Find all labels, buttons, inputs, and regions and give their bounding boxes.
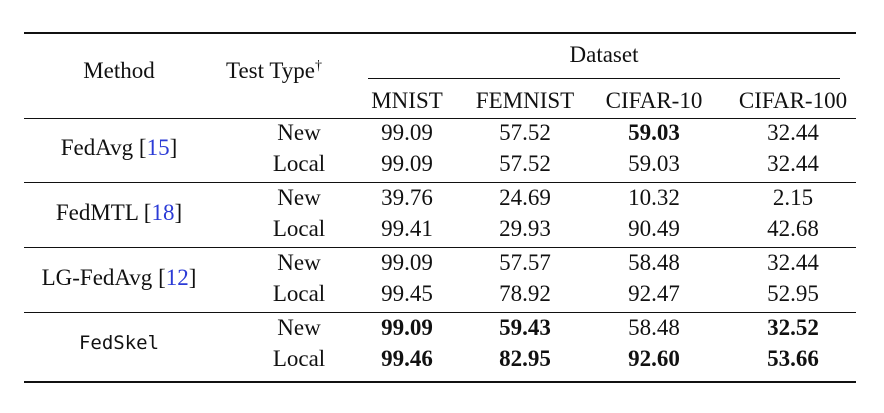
column-header: CIFAR-10 <box>605 88 703 113</box>
method-name: FedSkel <box>78 332 160 354</box>
method-label: FedMTL <box>55 200 139 225</box>
table-cell: 32.44 <box>767 151 819 176</box>
table-cell: 57.52 <box>499 120 551 145</box>
method-name: FedAvg [15] <box>60 135 178 160</box>
citation-link[interactable]: 12 <box>165 265 189 290</box>
table-cell: 58.48 <box>628 315 680 340</box>
method-name: FedMTL [18] <box>55 200 183 225</box>
test-type-header: Test Type† <box>209 56 339 86</box>
table-cell: 39.76 <box>381 185 433 210</box>
method-name: LG-FedAvg [12] <box>41 265 197 290</box>
test-type-cell: New <box>277 315 321 340</box>
test-type-cell: Local <box>272 346 326 371</box>
table-cell: 24.69 <box>499 185 551 210</box>
test-type-cell: New <box>277 185 321 210</box>
table-cell: 57.52 <box>499 151 551 176</box>
table-cell: 59.43 <box>499 315 551 340</box>
table-cell: 32.44 <box>767 250 819 275</box>
table-cell: 99.46 <box>381 346 433 371</box>
table-cell: 99.09 <box>381 315 433 340</box>
table-cell: 32.52 <box>767 315 819 340</box>
method-label: FedAvg <box>60 135 134 160</box>
group-rule <box>24 247 856 248</box>
dataset-header: Dataset <box>569 42 639 67</box>
table-cell: 32.44 <box>767 120 819 145</box>
test-type-header-label: Test Type <box>226 58 315 83</box>
table-cell: 53.66 <box>767 346 819 371</box>
table-cell: 99.09 <box>381 120 433 145</box>
table-cell: 29.93 <box>499 216 551 241</box>
column-header: MNIST <box>371 88 443 113</box>
test-type-cell: Local <box>272 151 326 176</box>
table-cell: 99.45 <box>381 281 433 306</box>
table-cell: 99.09 <box>381 250 433 275</box>
method-label: LG-FedAvg <box>41 265 153 290</box>
table-cell: 59.03 <box>628 120 680 145</box>
test-type-cell: New <box>277 250 321 275</box>
table-cell: 10.32 <box>628 185 680 210</box>
table-cell: 99.41 <box>381 216 433 241</box>
test-type-cell: New <box>277 120 321 145</box>
header-rule <box>24 118 856 119</box>
table-cell: 58.48 <box>628 250 680 275</box>
test-type-cell: Local <box>272 216 326 241</box>
column-header: CIFAR-100 <box>738 88 848 113</box>
dataset-rule <box>368 78 840 79</box>
citation-link[interactable]: 18 <box>151 200 175 225</box>
table-cell: 57.57 <box>499 250 551 275</box>
top-rule <box>24 32 856 34</box>
column-header: FEMNIST <box>475 88 575 113</box>
table-cell: 78.92 <box>499 281 551 306</box>
table-cell: 92.60 <box>628 346 680 371</box>
table-cell: 99.09 <box>381 151 433 176</box>
test-type-cell: Local <box>272 281 326 306</box>
table-cell: 82.95 <box>499 346 551 371</box>
table-cell: 52.95 <box>767 281 819 306</box>
group-rule <box>24 312 856 313</box>
table-cell: 59.03 <box>628 151 680 176</box>
table-cell: 92.47 <box>628 281 680 306</box>
table-cell: 42.68 <box>767 216 819 241</box>
method-header: Method <box>83 58 155 83</box>
group-rule <box>24 182 856 183</box>
table-cell: 90.49 <box>628 216 680 241</box>
table-cell: 2.15 <box>772 185 814 210</box>
bottom-rule <box>24 381 856 383</box>
citation-link[interactable]: 15 <box>146 135 170 160</box>
test-type-footnote-mark: † <box>314 58 322 74</box>
